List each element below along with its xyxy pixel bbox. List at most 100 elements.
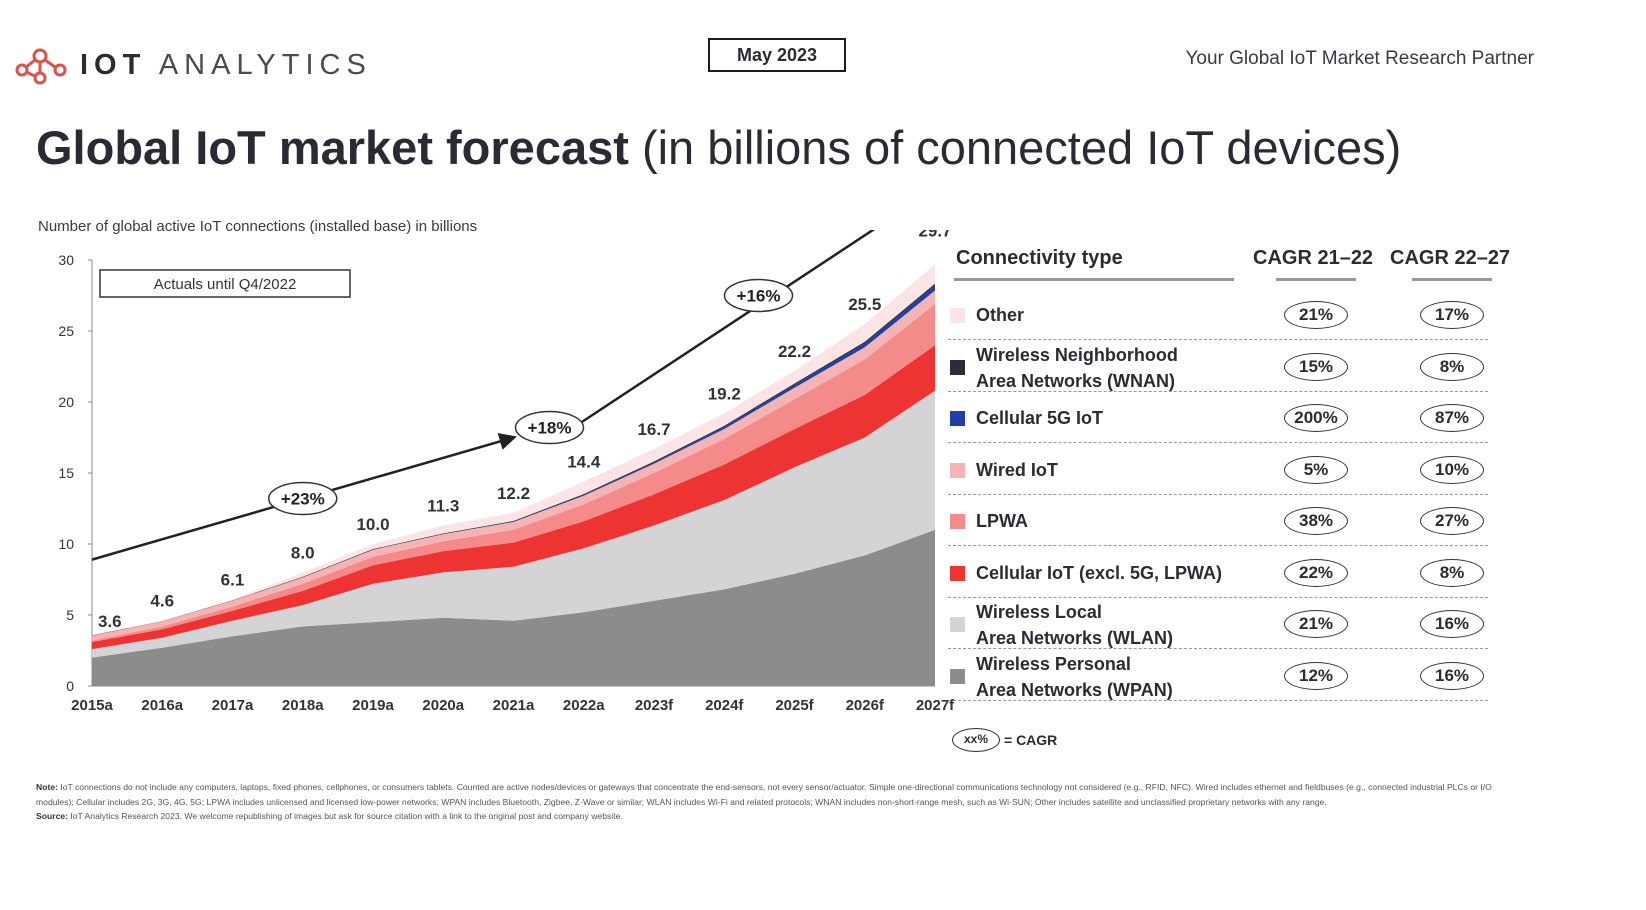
brand-logo: IOT ANALYTICS xyxy=(12,40,372,90)
legend-col-cagr-21-22: CAGR 21–22 xyxy=(1253,247,1374,269)
x-tick-label: 2019a xyxy=(352,697,394,714)
legend-head-underline xyxy=(954,278,1234,281)
data-label-total: 14.4 xyxy=(567,453,601,472)
cagr-bubble xyxy=(723,278,794,313)
x-tick-label: 2022a xyxy=(563,697,605,714)
y-tick-label: 10 xyxy=(58,536,74,552)
x-tick-label: 2017a xyxy=(212,697,254,714)
cagr-pill-c2: 16% xyxy=(1420,610,1484,638)
cagr-pill-c2: 27% xyxy=(1420,507,1484,535)
y-tick-label: 15 xyxy=(58,465,74,481)
data-label-total: 16.7 xyxy=(637,420,670,439)
cagr-pill-c2: 8% xyxy=(1420,352,1484,381)
legend-col-cagr-22-27: CAGR 22–27 xyxy=(1390,247,1511,269)
legend-row: Wireless Neighborhood Area Networks (WNAN… xyxy=(948,342,1488,392)
chart-subtitle: Number of global active IoT connections … xyxy=(38,218,478,235)
source-text: Source: IoT Analytics Research 2023. We … xyxy=(36,811,623,821)
legend-swatch xyxy=(950,359,965,375)
actuals-box xyxy=(99,269,351,298)
data-label-total: 6.1 xyxy=(221,570,245,589)
x-tick-label: 2025f xyxy=(775,697,814,714)
cagr-pill-c1: 38% xyxy=(1284,507,1348,535)
legend-label-line: Other xyxy=(976,305,1025,325)
y-tick-label: 5 xyxy=(66,607,74,623)
x-tick-label: 2024f xyxy=(705,697,744,714)
legend-label-line: LPWA xyxy=(976,511,1028,531)
cagr-pill-c2: 87% xyxy=(1420,404,1484,432)
x-tick-label: 2015a xyxy=(71,697,113,714)
legend-swatch xyxy=(950,514,965,529)
legend-row: Cellular IoT (excl. 5G, LPWA) 22% 8% xyxy=(948,548,1488,598)
brand-name: IOT ANALYTICS xyxy=(80,48,372,81)
actuals-box-label: Actuals until Q4/2022 xyxy=(154,276,297,293)
x-tick-label: 2023f xyxy=(635,697,674,714)
data-label-total: 22.2 xyxy=(778,342,811,361)
legend-label-line: Cellular IoT (excl. 5G, LPWA) xyxy=(976,562,1223,583)
cagr-pill-c2: 16% xyxy=(1420,661,1484,690)
legend-label: Cellular IoT (excl. 5G, LPWA) xyxy=(976,560,1222,586)
cagr-pill-c2: 10% xyxy=(1420,455,1484,484)
data-label-total: 12.2 xyxy=(497,484,530,503)
legend-label-line: Wired IoT xyxy=(976,459,1058,480)
data-label-total: 11.3 xyxy=(427,497,459,516)
cagr-bubble xyxy=(514,410,585,445)
legend-label: Wireless Neighborhood Area Networks (WNAN… xyxy=(976,342,1178,394)
tagline: Your Global IoT Market Research Partner xyxy=(1185,48,1534,69)
legend-label-line: Area Networks (WNAN) xyxy=(976,370,1176,391)
area-chart: 0 5 10 15 20 25 30 2015a 2016a 2017a 2018a 2019a 202… xyxy=(58,230,955,714)
legend-heading: Connectivity type xyxy=(956,247,1123,269)
cagr-pill-c1: 200% xyxy=(1284,404,1348,432)
y-tick-label: 25 xyxy=(58,323,74,339)
cagr-pill-c1: 12% xyxy=(1284,661,1348,690)
date-badge: May 2023 xyxy=(708,38,846,72)
x-tick-label: 2020a xyxy=(422,697,464,714)
legend-swatch xyxy=(950,462,965,478)
y-tick-label: 20 xyxy=(58,394,74,410)
cagr-key-text: = CAGR xyxy=(1004,732,1058,748)
legend-row: Cellular 5G IoT 200% 87% xyxy=(948,393,1488,443)
legend-label-line: Area Networks (WPAN) xyxy=(976,679,1173,700)
legend-label: LPWA xyxy=(976,508,1028,534)
cagr-bubble-label: +18% xyxy=(528,419,572,438)
data-label-total: 4.6 xyxy=(150,592,174,611)
legend-label: Wired IoT xyxy=(976,457,1058,483)
logo-network-icon xyxy=(15,48,67,85)
cagr-pill-c1: 5% xyxy=(1284,455,1348,484)
legend-label: Other xyxy=(976,302,1024,328)
legend-swatch xyxy=(950,617,965,632)
legend-swatch xyxy=(950,411,965,426)
x-tick-label: 2027f xyxy=(916,697,955,714)
data-label-total: 29.7 xyxy=(918,230,951,240)
x-tick-label: 2018a xyxy=(282,697,324,714)
cagr-bubble-label: +16% xyxy=(737,287,781,306)
legend-row: LPWA 38% 27% xyxy=(948,496,1488,546)
data-label-total: 3.6 xyxy=(98,612,122,631)
legend-label-line: Wireless Personal xyxy=(976,653,1131,674)
area-series-1 xyxy=(92,390,935,658)
cagr-key-pill: xx% xyxy=(952,728,1000,752)
data-label-total: 10.0 xyxy=(356,515,389,534)
cagr-pill-c1: 15% xyxy=(1284,352,1348,381)
legend-label-line: Cellular 5G IoT xyxy=(976,408,1104,428)
legend-row: Wired IoT 5% 10% xyxy=(948,445,1488,495)
legend-swatch xyxy=(950,565,965,581)
cagr-pill-c2: 8% xyxy=(1420,558,1484,587)
legend-swatch xyxy=(950,308,965,323)
legend-label-line: Wireless Neighborhood xyxy=(976,344,1178,365)
legend-label-line: Wireless Local xyxy=(976,602,1102,622)
cagr-pill-c1: 21% xyxy=(1284,610,1348,638)
legend-row: Other 21% 17% xyxy=(948,290,1488,340)
legend-row: Wireless Personal Area Networks (WPAN) 12%… xyxy=(948,651,1488,701)
legend-col1-underline xyxy=(1276,278,1356,281)
data-label-total: 25.5 xyxy=(848,295,881,314)
legend-row: Wireless Local Area Networks (WLAN) 21% 16% xyxy=(948,599,1488,649)
cagr-bubble xyxy=(268,481,338,516)
cagr-bubble-label: +23% xyxy=(281,490,325,509)
data-label-total: 8.0 xyxy=(291,543,315,562)
cagr-pill-c2: 17% xyxy=(1420,301,1484,329)
legend-label: Wireless Local Area Networks (WLAN) xyxy=(976,599,1173,651)
page-title: Global IoT market forecast (in billions … xyxy=(36,121,1402,174)
y-tick-label: 0 xyxy=(66,678,74,694)
footnote: Note: IoT connections do not include any… xyxy=(36,780,1516,824)
note-text: Note: IoT connections do not include any… xyxy=(36,782,1492,807)
